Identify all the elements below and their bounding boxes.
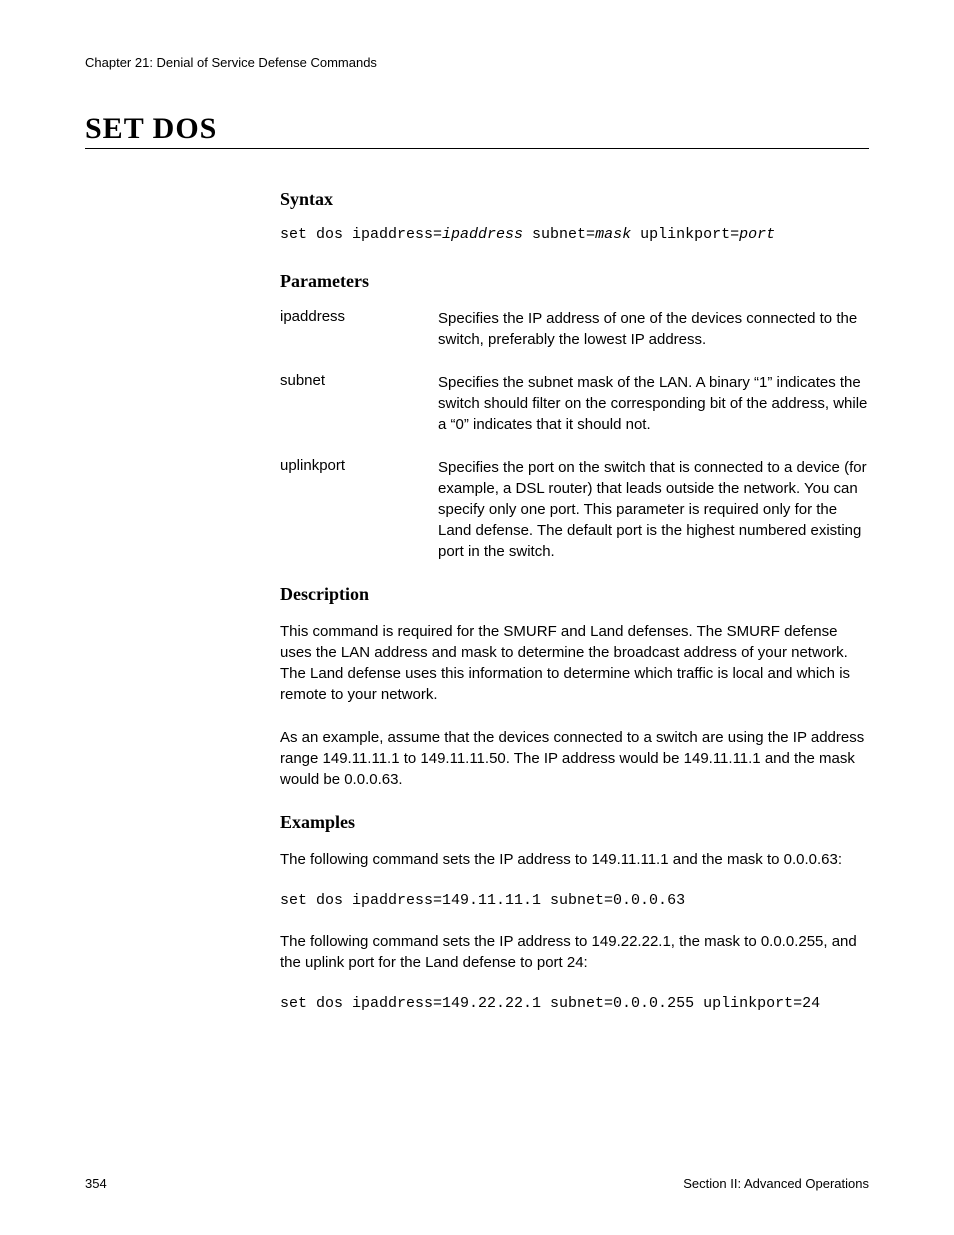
parameter-row: uplinkport Specifies the port on the swi… xyxy=(280,457,868,562)
syntax-line: set dos ipaddress=ipaddress subnet=mask … xyxy=(280,226,868,243)
syntax-text: uplinkport= xyxy=(631,226,739,243)
examples-heading: Examples xyxy=(280,812,868,833)
page-title: SET DOS xyxy=(85,112,217,145)
parameter-term: ipaddress xyxy=(280,308,438,350)
example-paragraph: The following command sets the IP addres… xyxy=(280,849,868,870)
syntax-arg-mask: mask xyxy=(595,226,631,243)
chapter-header: Chapter 21: Denial of Service Defense Co… xyxy=(85,55,869,70)
parameters-heading: Parameters xyxy=(280,271,868,292)
title-block: SET DOS xyxy=(85,112,869,149)
syntax-text: subnet= xyxy=(523,226,595,243)
description-heading: Description xyxy=(280,584,868,605)
parameter-description: Specifies the subnet mask of the LAN. A … xyxy=(438,372,868,435)
parameter-description: Specifies the IP address of one of the d… xyxy=(438,308,868,350)
example-code: set dos ipaddress=149.22.22.1 subnet=0.0… xyxy=(280,995,868,1012)
page-container: Chapter 21: Denial of Service Defense Co… xyxy=(0,0,954,1235)
parameter-term: subnet xyxy=(280,372,438,435)
syntax-heading: Syntax xyxy=(280,189,868,210)
syntax-text: set dos ipaddress= xyxy=(280,226,442,243)
parameter-row: ipaddress Specifies the IP address of on… xyxy=(280,308,868,350)
example-code: set dos ipaddress=149.11.11.1 subnet=0.0… xyxy=(280,892,868,909)
description-paragraph: This command is required for the SMURF a… xyxy=(280,621,868,705)
parameter-term: uplinkport xyxy=(280,457,438,562)
content-column: Syntax set dos ipaddress=ipaddress subne… xyxy=(280,189,868,1012)
parameter-row: subnet Specifies the subnet mask of the … xyxy=(280,372,868,435)
page-footer: 354 Section II: Advanced Operations xyxy=(85,1176,869,1191)
example-paragraph: The following command sets the IP addres… xyxy=(280,931,868,973)
syntax-arg-port: port xyxy=(739,226,775,243)
page-number: 354 xyxy=(85,1176,107,1191)
syntax-arg-ipaddress: ipaddress xyxy=(442,226,523,243)
description-paragraph: As an example, assume that the devices c… xyxy=(280,727,868,790)
parameter-description: Specifies the port on the switch that is… xyxy=(438,457,868,562)
section-label: Section II: Advanced Operations xyxy=(683,1176,869,1191)
